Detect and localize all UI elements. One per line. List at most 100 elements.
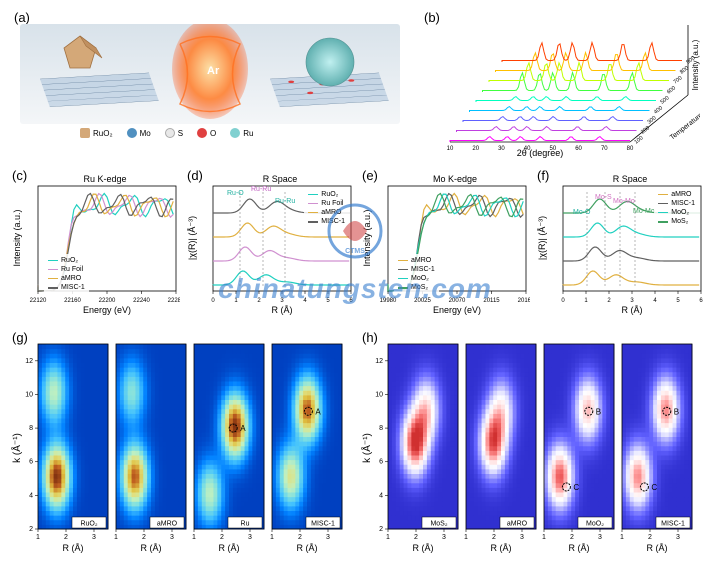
- svg-text:4: 4: [29, 492, 33, 499]
- panel-f-label: (f): [537, 168, 549, 183]
- svg-text:2: 2: [492, 534, 496, 541]
- panel-a-label: (a): [14, 10, 30, 25]
- panel-b: (b) 2θ (degree) Intensity (a.u.) 1020304…: [420, 10, 700, 160]
- svg-text:R (Å): R (Å): [491, 543, 512, 553]
- svg-text:R Space: R Space: [613, 174, 648, 184]
- svg-text:MISC-1: MISC-1: [311, 521, 335, 528]
- species-ru: Ru: [230, 128, 253, 138]
- svg-text:60: 60: [575, 146, 582, 152]
- legend-item: MISC-1: [48, 283, 85, 292]
- svg-text:4: 4: [303, 298, 307, 304]
- svg-text:4: 4: [653, 298, 657, 304]
- peak-mo-mo1: Mo-Mo: [613, 198, 635, 205]
- svg-text:1: 1: [36, 534, 40, 541]
- species-ruo2: RuO₂: [80, 128, 113, 138]
- svg-text:22280: 22280: [168, 298, 180, 304]
- panel-e-svg: Mo K-edge 1998020025200702011520160 Ener…: [360, 168, 530, 318]
- svg-text:22160: 22160: [64, 298, 81, 304]
- svg-text:12: 12: [25, 358, 33, 365]
- svg-text:|χ(R)| (Å⁻³): |χ(R)| (Å⁻³): [187, 216, 197, 260]
- svg-text:Intensity (a.u.): Intensity (a.u.): [12, 209, 22, 266]
- svg-text:2: 2: [298, 534, 302, 541]
- svg-text:3: 3: [280, 298, 284, 304]
- svg-text:80: 80: [627, 146, 634, 152]
- svg-text:Ru K-edge: Ru K-edge: [83, 174, 126, 184]
- svg-text:2: 2: [414, 534, 418, 541]
- svg-text:6: 6: [699, 298, 703, 304]
- species-s: S: [165, 128, 183, 138]
- legend-item: RuO₂: [48, 256, 85, 265]
- svg-text:1: 1: [234, 298, 238, 304]
- svg-text:R (Å): R (Å): [63, 543, 84, 553]
- species-legend: RuO₂ Mo S O Ru: [80, 128, 380, 138]
- svg-text:19980: 19980: [380, 298, 397, 304]
- svg-text:6: 6: [349, 298, 353, 304]
- svg-text:k (Å⁻¹): k (Å⁻¹): [360, 433, 373, 463]
- svg-text:10: 10: [447, 146, 454, 152]
- svg-text:3: 3: [520, 534, 524, 541]
- svg-text:8: 8: [29, 425, 33, 432]
- svg-text:Intensity (a.u.): Intensity (a.u.): [691, 39, 700, 90]
- svg-text:600: 600: [666, 85, 677, 95]
- svg-text:40: 40: [524, 146, 531, 152]
- svg-text:1: 1: [114, 534, 118, 541]
- svg-text:|χ(R)| (Å⁻³): |χ(R)| (Å⁻³): [537, 216, 547, 260]
- svg-text:20070: 20070: [449, 298, 466, 304]
- svg-text:20: 20: [472, 146, 479, 152]
- svg-text:Temperature (°C): Temperature (°C): [668, 102, 700, 141]
- svg-text:20160: 20160: [518, 298, 530, 304]
- svg-text:Ru: Ru: [241, 521, 250, 528]
- svg-text:RuO₂: RuO₂: [80, 521, 97, 528]
- svg-text:3: 3: [248, 534, 252, 541]
- svg-text:300: 300: [647, 115, 658, 125]
- svg-text:R (Å): R (Å): [219, 543, 240, 553]
- panel-b-label: (b): [424, 10, 440, 25]
- panel-e-legend: aMROMISC-1MoO₂MoS₂: [394, 254, 439, 294]
- legend-item: MoS₂: [658, 217, 695, 226]
- svg-text:3: 3: [170, 534, 174, 541]
- svg-text:70: 70: [601, 146, 608, 152]
- svg-text:22120: 22120: [30, 298, 47, 304]
- svg-text:2: 2: [29, 526, 33, 533]
- svg-text:2: 2: [64, 534, 68, 541]
- svg-text:R (Å): R (Å): [272, 305, 293, 315]
- svg-text:22200: 22200: [99, 298, 116, 304]
- legend-item: MISC-1: [658, 199, 695, 208]
- svg-text:500: 500: [660, 95, 671, 105]
- svg-text:1: 1: [270, 534, 274, 541]
- watermark-logo: CTMS: [325, 201, 385, 261]
- svg-text:2: 2: [257, 298, 261, 304]
- svg-text:1: 1: [584, 298, 588, 304]
- svg-text:10: 10: [375, 391, 383, 398]
- svg-text:4: 4: [379, 492, 383, 499]
- legend-item: aMRO: [398, 256, 435, 265]
- svg-text:20115: 20115: [483, 298, 500, 304]
- svg-text:1: 1: [192, 534, 196, 541]
- svg-text:R Space: R Space: [263, 174, 298, 184]
- svg-text:3: 3: [326, 534, 330, 541]
- svg-text:12: 12: [375, 358, 383, 365]
- schematic-svg: Ar: [10, 24, 410, 164]
- svg-text:400: 400: [653, 105, 664, 115]
- svg-text:R (Å): R (Å): [141, 543, 162, 553]
- panel-g: (g) k (Å⁻¹) 24681012123R (Å)RuO₂123R (Å)…: [10, 330, 354, 565]
- svg-text:30: 30: [498, 146, 505, 152]
- svg-text:aMRO: aMRO: [507, 521, 528, 528]
- svg-text:6: 6: [379, 459, 383, 466]
- svg-text:700: 700: [673, 75, 684, 85]
- plasma-label: Ar: [207, 65, 220, 77]
- xrd-waterfall-svg: 2θ (degree) Intensity (a.u.) 10203040506…: [420, 10, 700, 160]
- svg-text:R (Å): R (Å): [413, 543, 434, 553]
- svg-text:5: 5: [676, 298, 680, 304]
- panel-e: (e) Mo K-edge 1998020025200702011520160 …: [360, 168, 530, 318]
- peak-mo-o: Mo-O: [573, 209, 591, 216]
- svg-text:3: 3: [92, 534, 96, 541]
- svg-text:R (Å): R (Å): [297, 543, 318, 553]
- peak-mo-mo2: Mo-Mo: [633, 208, 655, 215]
- svg-text:Mo K-edge: Mo K-edge: [433, 174, 477, 184]
- svg-text:MoS₂: MoS₂: [430, 521, 447, 528]
- panel-c-legend: RuO₂Ru FoilaMROMISC-1: [44, 254, 89, 294]
- svg-text:1: 1: [386, 534, 390, 541]
- svg-text:2: 2: [142, 534, 146, 541]
- legend-item: MoO₂: [398, 274, 435, 283]
